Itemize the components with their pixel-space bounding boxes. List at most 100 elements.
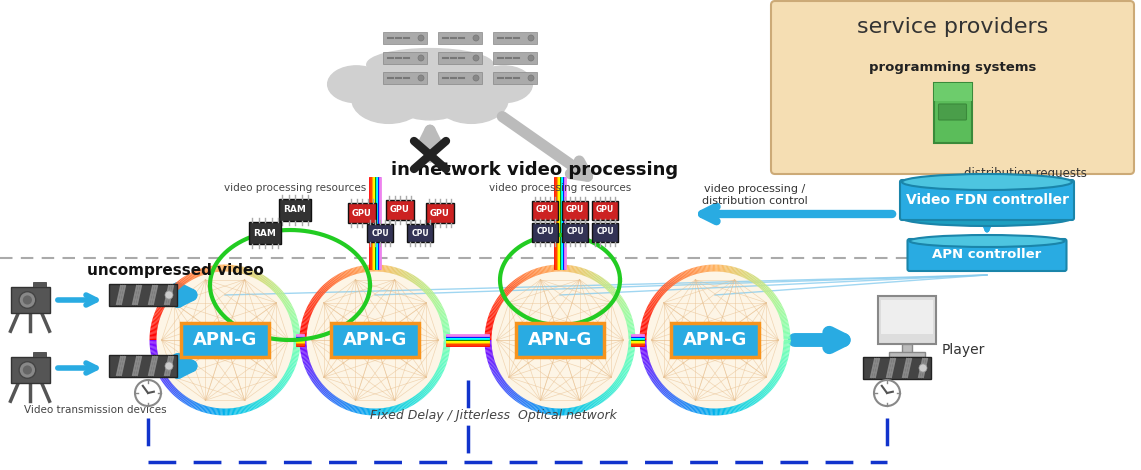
Bar: [10, 287, 49, 313]
FancyBboxPatch shape: [671, 323, 759, 357]
Ellipse shape: [435, 75, 508, 123]
Text: CPU: CPU: [536, 227, 553, 236]
Circle shape: [474, 55, 479, 61]
Text: RAM: RAM: [284, 205, 307, 214]
FancyBboxPatch shape: [939, 104, 966, 120]
Bar: [438, 52, 482, 64]
Circle shape: [644, 268, 787, 412]
FancyBboxPatch shape: [532, 222, 558, 242]
Bar: [493, 52, 537, 64]
FancyBboxPatch shape: [386, 200, 414, 220]
Ellipse shape: [366, 48, 493, 81]
Ellipse shape: [351, 75, 426, 123]
Ellipse shape: [903, 210, 1073, 226]
Ellipse shape: [327, 66, 386, 102]
Bar: [903, 344, 912, 354]
Circle shape: [165, 362, 173, 370]
FancyBboxPatch shape: [249, 222, 281, 244]
Bar: [879, 296, 936, 344]
Text: APN-G: APN-G: [342, 331, 407, 349]
Ellipse shape: [909, 235, 1065, 247]
Text: APN-G: APN-G: [193, 331, 257, 349]
Text: GPU: GPU: [566, 205, 584, 214]
Circle shape: [135, 380, 161, 406]
Text: CPU: CPU: [411, 228, 429, 237]
FancyBboxPatch shape: [771, 1, 1134, 174]
Circle shape: [528, 55, 534, 61]
FancyBboxPatch shape: [563, 222, 588, 242]
FancyBboxPatch shape: [426, 203, 454, 223]
Circle shape: [153, 268, 297, 412]
Circle shape: [418, 55, 424, 61]
Bar: [33, 282, 46, 287]
Bar: [881, 300, 933, 334]
Text: Video FDN controller: Video FDN controller: [906, 193, 1068, 207]
Circle shape: [418, 35, 424, 41]
FancyBboxPatch shape: [907, 239, 1067, 271]
Bar: [493, 32, 537, 44]
Circle shape: [418, 75, 424, 81]
FancyBboxPatch shape: [900, 180, 1074, 220]
Text: GPU: GPU: [353, 209, 372, 218]
Ellipse shape: [903, 174, 1073, 190]
Circle shape: [23, 365, 32, 375]
Circle shape: [304, 268, 447, 412]
Bar: [110, 355, 177, 377]
FancyBboxPatch shape: [532, 201, 558, 219]
FancyBboxPatch shape: [181, 323, 269, 357]
Bar: [383, 72, 427, 84]
FancyBboxPatch shape: [592, 201, 618, 219]
Bar: [383, 32, 427, 44]
Text: GPU: GPU: [430, 209, 450, 218]
Bar: [110, 284, 177, 306]
Text: video processing resources: video processing resources: [488, 183, 631, 193]
Bar: [383, 52, 427, 64]
Bar: [493, 72, 537, 84]
FancyBboxPatch shape: [280, 199, 311, 221]
Bar: [933, 83, 971, 101]
FancyBboxPatch shape: [933, 83, 971, 143]
Text: RAM: RAM: [253, 228, 276, 237]
Ellipse shape: [423, 55, 483, 90]
FancyBboxPatch shape: [563, 201, 588, 219]
Text: programming systems: programming systems: [868, 61, 1036, 73]
Circle shape: [474, 35, 479, 41]
FancyBboxPatch shape: [331, 323, 419, 357]
FancyBboxPatch shape: [407, 224, 432, 242]
Circle shape: [528, 35, 534, 41]
Bar: [863, 357, 931, 379]
Text: APN-G: APN-G: [528, 331, 592, 349]
Bar: [10, 357, 49, 383]
Text: service providers: service providers: [857, 17, 1049, 37]
Text: APN controller: APN controller: [932, 249, 1042, 261]
Bar: [889, 352, 925, 357]
Circle shape: [874, 380, 900, 406]
Text: CPU: CPU: [566, 227, 584, 236]
Circle shape: [19, 292, 35, 308]
Text: GPU: GPU: [390, 205, 410, 214]
Bar: [438, 72, 482, 84]
Text: video processing resources: video processing resources: [224, 183, 366, 193]
Text: APN-G: APN-G: [682, 331, 747, 349]
Circle shape: [528, 75, 534, 81]
FancyBboxPatch shape: [348, 203, 377, 223]
Text: distribution requests: distribution requests: [964, 167, 1087, 180]
FancyBboxPatch shape: [367, 224, 393, 242]
Circle shape: [19, 362, 35, 378]
FancyBboxPatch shape: [516, 323, 604, 357]
Ellipse shape: [385, 60, 476, 120]
FancyBboxPatch shape: [592, 222, 618, 242]
Circle shape: [165, 291, 173, 299]
Text: Player: Player: [942, 343, 986, 357]
Bar: [33, 352, 46, 357]
Text: Video transmission devices: Video transmission devices: [24, 405, 167, 415]
Text: Fixed Delay / Jitterless  Optical network: Fixed Delay / Jitterless Optical network: [370, 408, 617, 422]
Circle shape: [474, 75, 479, 81]
Bar: [438, 32, 482, 44]
Ellipse shape: [377, 55, 437, 90]
Text: CPU: CPU: [597, 227, 614, 236]
Circle shape: [488, 268, 632, 412]
Text: uncompressed video: uncompressed video: [87, 263, 264, 277]
Text: GPU: GPU: [536, 205, 555, 214]
Ellipse shape: [475, 66, 533, 102]
